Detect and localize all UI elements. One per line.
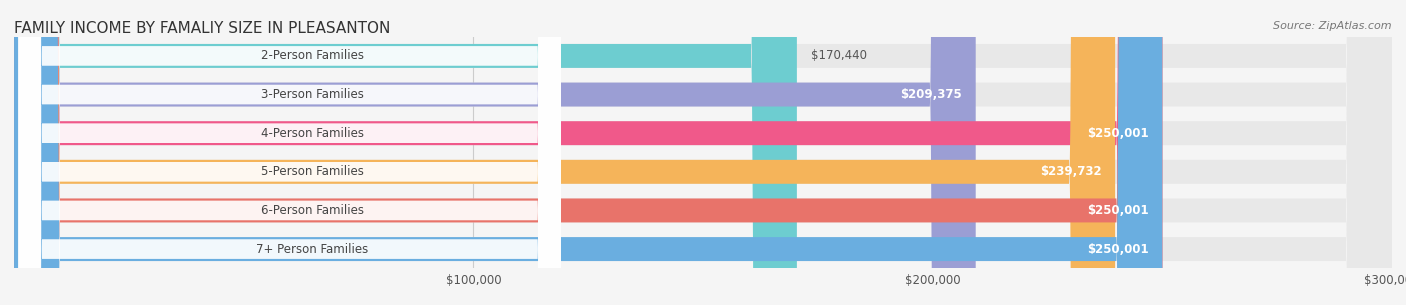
Text: 7+ Person Families: 7+ Person Families bbox=[256, 242, 368, 256]
Text: $250,001: $250,001 bbox=[1087, 127, 1149, 140]
FancyBboxPatch shape bbox=[14, 0, 1392, 305]
FancyBboxPatch shape bbox=[14, 0, 1115, 305]
FancyBboxPatch shape bbox=[14, 0, 797, 305]
Text: 6-Person Families: 6-Person Families bbox=[262, 204, 364, 217]
FancyBboxPatch shape bbox=[18, 0, 561, 305]
FancyBboxPatch shape bbox=[14, 0, 976, 305]
FancyBboxPatch shape bbox=[18, 0, 561, 305]
Text: $250,001: $250,001 bbox=[1087, 204, 1149, 217]
FancyBboxPatch shape bbox=[14, 0, 1163, 305]
Text: $170,440: $170,440 bbox=[811, 49, 866, 63]
FancyBboxPatch shape bbox=[14, 0, 1392, 305]
FancyBboxPatch shape bbox=[14, 0, 1163, 305]
Text: $250,001: $250,001 bbox=[1087, 242, 1149, 256]
FancyBboxPatch shape bbox=[18, 0, 561, 305]
Text: 3-Person Families: 3-Person Families bbox=[262, 88, 364, 101]
FancyBboxPatch shape bbox=[14, 0, 1392, 305]
Text: $239,732: $239,732 bbox=[1039, 165, 1101, 178]
FancyBboxPatch shape bbox=[14, 0, 1392, 305]
Text: FAMILY INCOME BY FAMALIY SIZE IN PLEASANTON: FAMILY INCOME BY FAMALIY SIZE IN PLEASAN… bbox=[14, 21, 391, 36]
Text: $209,375: $209,375 bbox=[900, 88, 962, 101]
FancyBboxPatch shape bbox=[18, 0, 561, 305]
FancyBboxPatch shape bbox=[14, 0, 1392, 305]
Text: 5-Person Families: 5-Person Families bbox=[262, 165, 364, 178]
Text: Source: ZipAtlas.com: Source: ZipAtlas.com bbox=[1274, 21, 1392, 31]
FancyBboxPatch shape bbox=[14, 0, 1163, 305]
FancyBboxPatch shape bbox=[14, 0, 1392, 305]
FancyBboxPatch shape bbox=[18, 0, 561, 305]
Text: 4-Person Families: 4-Person Families bbox=[262, 127, 364, 140]
Text: 2-Person Families: 2-Person Families bbox=[262, 49, 364, 63]
FancyBboxPatch shape bbox=[18, 0, 561, 305]
